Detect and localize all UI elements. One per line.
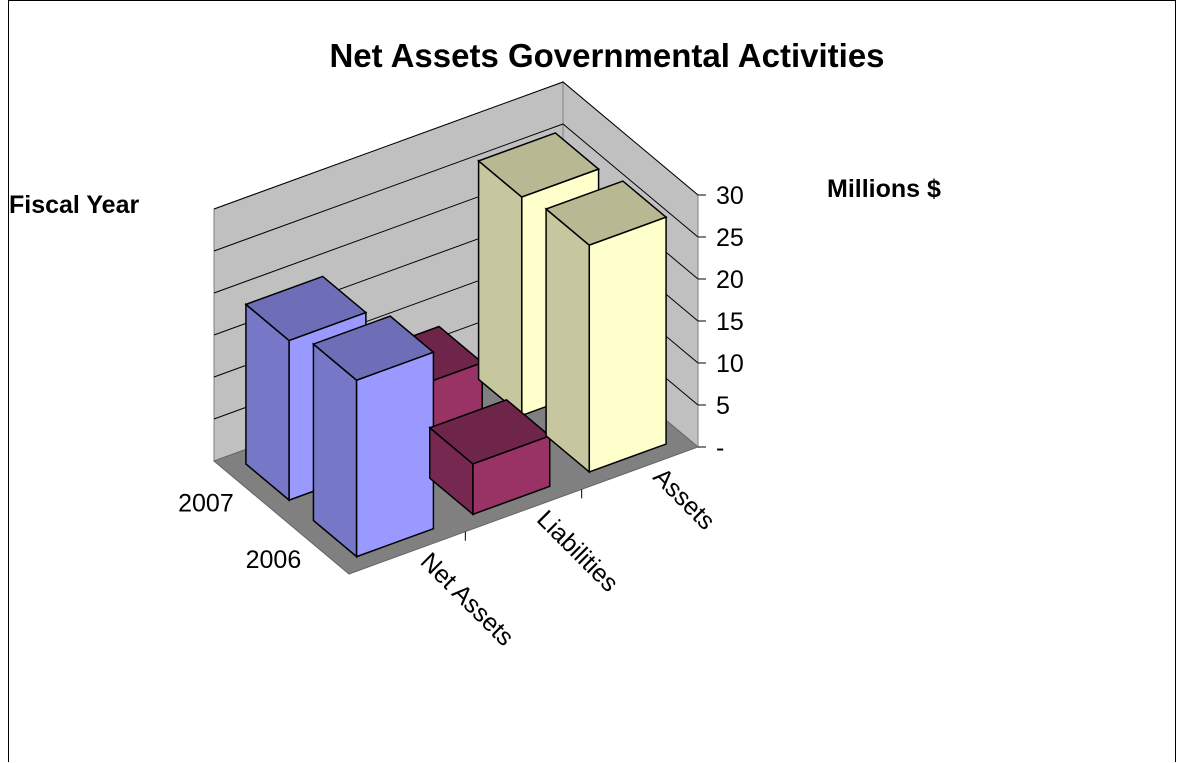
y-tick-label: 30 xyxy=(716,182,744,210)
chart-bars xyxy=(244,132,668,559)
bar-side-face xyxy=(312,342,358,559)
y-tick-label: - xyxy=(716,434,724,462)
y-tick-label: 25 xyxy=(716,224,744,252)
bar-2006-assets xyxy=(544,180,668,474)
x-tick-label: Liabilities xyxy=(531,505,624,598)
z-axis-series-labels: 2007 2006 xyxy=(178,489,301,574)
z-tick-label: 2006 xyxy=(246,546,302,574)
bar-front-face xyxy=(355,351,435,558)
y-tick-label: 15 xyxy=(716,308,744,336)
z-axis-label: Fiscal Year xyxy=(9,191,139,219)
y-tick-label: 5 xyxy=(716,392,730,420)
gridline xyxy=(213,123,699,252)
bar-front-face xyxy=(588,216,667,474)
gridline xyxy=(213,81,699,210)
chart-area: Net Assets Governmental Activities Fisca… xyxy=(8,0,1176,762)
y-tick-label: 20 xyxy=(716,266,744,294)
y-axis-ticks: - 5 10 15 20 25 30 xyxy=(464,182,744,541)
bar-side-face xyxy=(545,207,591,474)
y-tick-label: 10 xyxy=(716,350,744,378)
y-axis-label: Millions $ xyxy=(827,175,941,203)
x-tick-label: Net Assets xyxy=(415,547,519,651)
x-tick-label: Assets xyxy=(648,463,721,536)
z-tick-label: 2007 xyxy=(178,489,234,517)
chart-svg: Net Assets Governmental Activities Fisca… xyxy=(9,37,941,652)
bar-2006-net-assets xyxy=(311,315,435,559)
chart-title: Net Assets Governmental Activities xyxy=(329,37,884,74)
bar-side-face xyxy=(477,159,523,418)
